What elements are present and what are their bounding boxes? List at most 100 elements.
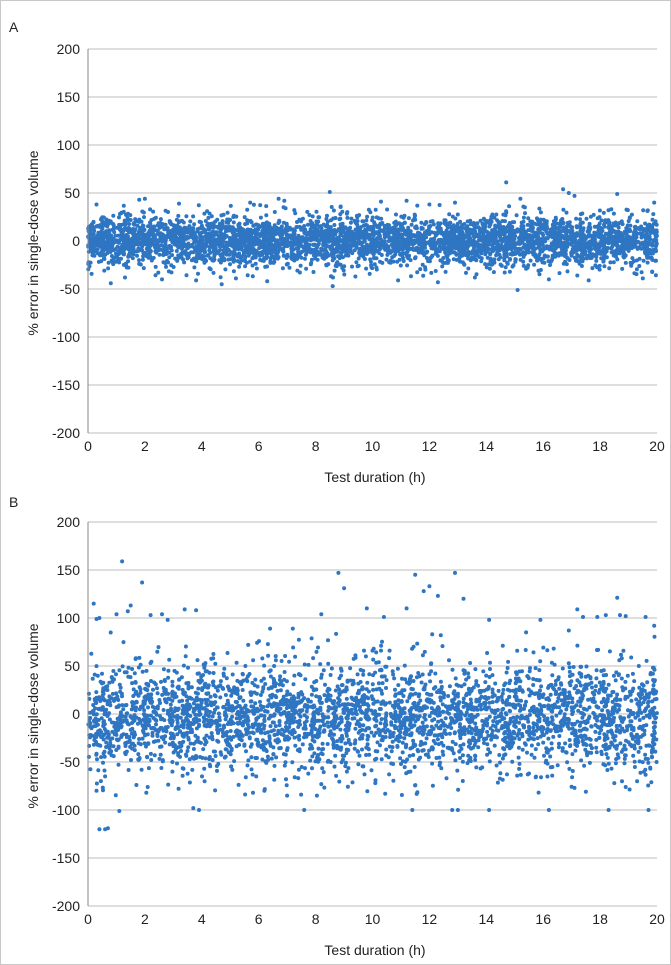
y-tick-label: 0 bbox=[72, 706, 80, 722]
data-point bbox=[474, 225, 479, 230]
data-point bbox=[535, 216, 539, 221]
data-point bbox=[650, 217, 655, 222]
data-point bbox=[399, 226, 404, 231]
data-point bbox=[404, 252, 409, 257]
data-point bbox=[567, 669, 572, 674]
data-point bbox=[391, 259, 396, 264]
data-point bbox=[100, 244, 105, 249]
data-point bbox=[566, 228, 571, 233]
data-point bbox=[624, 207, 629, 212]
data-point bbox=[379, 199, 383, 204]
data-point bbox=[218, 229, 223, 234]
data-point bbox=[361, 254, 366, 259]
data-point bbox=[289, 248, 294, 253]
data-point bbox=[517, 241, 522, 246]
data-point bbox=[378, 237, 383, 242]
data-point bbox=[260, 239, 265, 244]
data-point bbox=[337, 217, 342, 222]
data-point bbox=[537, 244, 542, 248]
data-point bbox=[513, 259, 518, 264]
data-point bbox=[410, 687, 415, 692]
y-tick-label: 50 bbox=[64, 658, 80, 674]
data-point bbox=[317, 224, 322, 229]
data-point bbox=[88, 767, 93, 772]
data-point bbox=[478, 218, 483, 223]
data-point bbox=[563, 259, 568, 264]
data-point bbox=[284, 233, 289, 238]
data-point bbox=[257, 246, 262, 251]
data-point bbox=[386, 239, 391, 244]
data-point bbox=[376, 681, 381, 686]
data-point bbox=[643, 221, 648, 226]
data-point bbox=[291, 255, 296, 260]
data-point bbox=[130, 231, 135, 236]
data-point bbox=[253, 261, 258, 266]
data-point bbox=[265, 264, 269, 269]
data-point bbox=[269, 756, 274, 761]
data-point bbox=[184, 273, 189, 278]
data-point bbox=[407, 753, 412, 758]
data-point bbox=[314, 219, 319, 224]
x-tick-label: 0 bbox=[84, 911, 92, 927]
y-tick-label: -150 bbox=[52, 377, 80, 393]
data-point bbox=[598, 230, 603, 234]
data-point bbox=[521, 219, 526, 224]
data-point bbox=[390, 226, 395, 231]
data-point bbox=[245, 233, 250, 238]
data-point bbox=[185, 246, 190, 251]
data-point bbox=[369, 263, 374, 268]
data-point bbox=[369, 259, 373, 264]
data-point bbox=[377, 241, 382, 246]
data-point bbox=[146, 224, 150, 229]
data-point bbox=[638, 745, 643, 750]
data-point bbox=[281, 253, 286, 258]
data-point bbox=[491, 270, 496, 275]
data-point bbox=[632, 271, 637, 276]
data-point bbox=[451, 239, 456, 244]
data-point bbox=[117, 260, 122, 265]
data-point bbox=[602, 224, 607, 229]
data-point bbox=[493, 235, 498, 240]
data-point bbox=[343, 760, 348, 765]
data-point bbox=[343, 246, 348, 251]
data-point bbox=[151, 255, 156, 260]
data-point bbox=[330, 284, 335, 289]
data-point bbox=[584, 216, 589, 221]
data-point bbox=[602, 264, 607, 269]
data-point bbox=[260, 228, 265, 233]
data-point bbox=[512, 220, 517, 225]
data-point bbox=[348, 245, 353, 250]
data-point bbox=[596, 251, 601, 256]
x-tick-label: 6 bbox=[255, 911, 263, 927]
data-point bbox=[267, 239, 272, 244]
data-point bbox=[193, 258, 198, 263]
data-point bbox=[111, 262, 116, 267]
data-point bbox=[575, 247, 580, 252]
data-point bbox=[231, 239, 236, 244]
data-point bbox=[575, 225, 579, 230]
data-point bbox=[209, 223, 214, 228]
data-point bbox=[475, 242, 480, 247]
data-point bbox=[113, 255, 118, 260]
data-point bbox=[145, 239, 150, 244]
data-point bbox=[164, 227, 169, 232]
data-point bbox=[322, 256, 327, 261]
data-point bbox=[497, 753, 502, 757]
data-point bbox=[130, 227, 135, 231]
data-point bbox=[170, 240, 175, 245]
data-point bbox=[243, 792, 248, 797]
data-point bbox=[166, 269, 171, 274]
data-point bbox=[325, 213, 329, 218]
data-point bbox=[644, 232, 649, 237]
data-point bbox=[214, 230, 219, 235]
data-point bbox=[492, 226, 497, 231]
data-point bbox=[378, 228, 383, 233]
data-point bbox=[212, 254, 217, 259]
data-point bbox=[515, 648, 520, 653]
data-point bbox=[236, 222, 241, 227]
data-point bbox=[298, 251, 302, 256]
data-point bbox=[266, 653, 271, 658]
data-point bbox=[350, 234, 354, 239]
data-point bbox=[613, 229, 617, 234]
data-point bbox=[159, 243, 164, 248]
